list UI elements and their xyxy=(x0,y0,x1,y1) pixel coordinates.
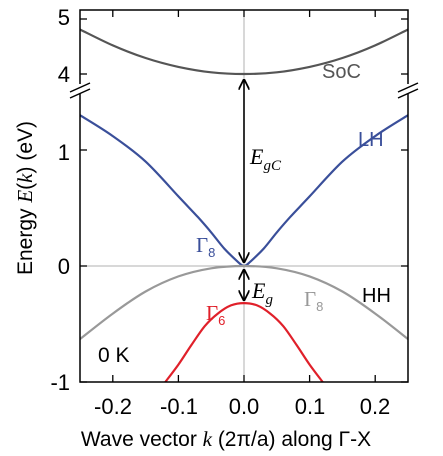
y-axis-label: Energy E(k) (eV) xyxy=(13,121,37,275)
temperature-label: 0 K xyxy=(98,344,130,367)
series-line-hh xyxy=(80,264,408,340)
gamma8-hh-label: Γ8 xyxy=(304,287,323,314)
hh-label: HH xyxy=(362,285,391,307)
y-tick-label: 0 xyxy=(58,254,70,279)
x-tick-labels: -0.2 -0.1 0.0 0.1 0.2 xyxy=(94,394,390,419)
axis-ticks xyxy=(80,10,408,383)
y-tick-label: 5 xyxy=(58,5,70,30)
y-tick-label: 1 xyxy=(58,140,70,165)
x-tick-label: 0.1 xyxy=(295,394,326,419)
x-tick-label: -0.1 xyxy=(160,394,198,419)
egc-label: EgC xyxy=(249,144,282,174)
eg-label: Eg xyxy=(251,278,273,308)
y-tick-label: 4 xyxy=(58,62,70,87)
y-tick-labels: 5 4 1 0 -1 xyxy=(50,5,70,395)
soc-label: SoC xyxy=(322,61,361,83)
x-tick-label: -0.2 xyxy=(94,394,132,419)
gamma6-label: Γ6 xyxy=(206,301,225,328)
lh-label: LH xyxy=(358,129,384,151)
x-tick-label: 0.2 xyxy=(360,394,391,419)
x-axis-label: Wave vector k (2π/a) along Γ-X xyxy=(81,427,371,451)
band-curves xyxy=(80,28,408,382)
y-tick-label: -1 xyxy=(50,370,70,395)
series-line-soc xyxy=(80,28,408,76)
axis-break xyxy=(69,82,419,99)
series-line-gamma6 xyxy=(164,301,324,382)
x-tick-label: 0.0 xyxy=(229,394,260,419)
gamma8-lh-label: Γ8 xyxy=(196,233,215,260)
